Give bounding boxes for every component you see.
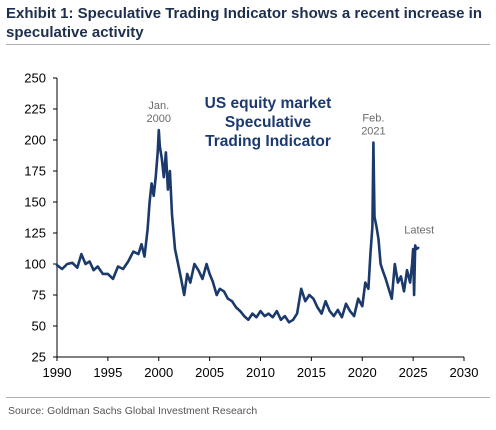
y-tick-label: 50 <box>32 319 46 334</box>
y-tick-label: 250 <box>24 71 46 86</box>
annotation: Latest <box>404 224 434 236</box>
x-tick-label: 2030 <box>450 365 479 380</box>
annotation-label: Jan. <box>148 100 169 112</box>
x-tick-label: 2020 <box>348 365 377 380</box>
x-axis: 1990 1995 2000 2005 2010 2015 2020 2025 2030 <box>43 356 479 380</box>
annotation-label: Feb. <box>362 112 384 124</box>
x-tick-label: 2005 <box>195 365 224 380</box>
y-tick-label: 175 <box>24 164 46 179</box>
source-note: Source: Goldman Sachs Global Investment … <box>8 405 258 417</box>
annotation-label: 2000 <box>147 113 171 125</box>
y-tick-label: 75 <box>32 288 46 303</box>
title-divider <box>6 44 490 45</box>
y-tick-label: 100 <box>24 257 46 272</box>
chart-title-line: Speculative <box>225 114 312 131</box>
y-tick-label: 25 <box>32 350 46 365</box>
annotation-label: 2021 <box>361 125 385 137</box>
x-tick-label: 2025 <box>399 365 428 380</box>
y-axis: 25 50 75 100 125 150 175 200 225 250 <box>24 71 58 365</box>
y-tick-label: 225 <box>24 102 46 117</box>
y-tick-label: 150 <box>24 195 46 210</box>
annotation: Jan.2000 <box>147 100 171 125</box>
annotation-layer: Jan.2000 Feb.2021 Latest <box>147 100 435 236</box>
footer-divider <box>6 397 490 398</box>
y-tick-label: 125 <box>24 226 46 241</box>
x-tick-label: 2015 <box>297 365 326 380</box>
x-tick-label: 1995 <box>93 365 122 380</box>
x-tick-label: 1990 <box>43 365 72 380</box>
chart-title-line: Trading Indicator <box>205 133 331 150</box>
x-tick-label: 2000 <box>144 365 173 380</box>
page-title: Exhibit 1: Speculative Trading Indicator… <box>6 5 482 41</box>
y-tick-label: 200 <box>24 133 46 148</box>
series-line <box>55 128 420 324</box>
x-tick-label: 2010 <box>246 365 275 380</box>
annotation-label: Latest <box>404 224 434 236</box>
series-layer <box>55 128 420 324</box>
chart-title-line: US equity market <box>205 95 332 112</box>
chart-title: US equity market Speculative Trading Indic… <box>205 95 332 150</box>
annotation: Feb.2021 <box>361 112 385 137</box>
